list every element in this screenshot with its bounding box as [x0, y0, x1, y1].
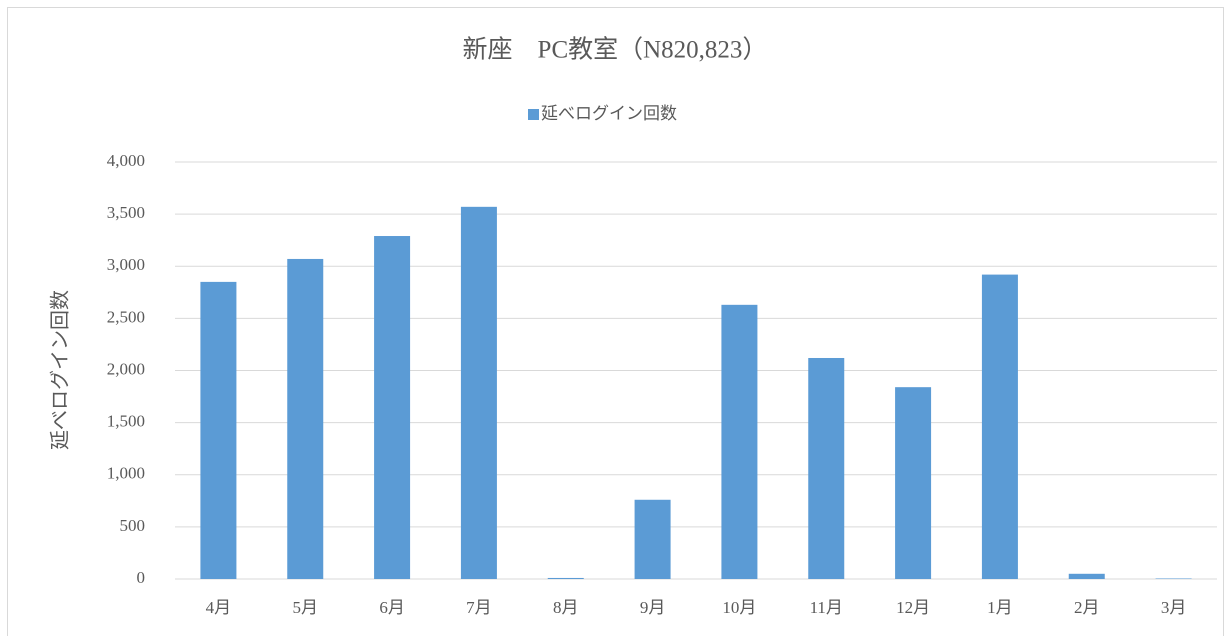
y-axis-label: 延べログイン回数 [49, 290, 72, 450]
y-tick-label: 1,500 [107, 412, 145, 431]
x-tick-label: 4月 [206, 598, 232, 617]
chart-title: 新座 PC教室（N820,823） [463, 36, 768, 64]
bar [460, 206, 497, 579]
x-tick-label: 3月 [1161, 598, 1187, 617]
x-tick-label: 8月 [553, 598, 579, 617]
y-tick-label: 1,000 [107, 464, 145, 483]
bar [547, 577, 584, 579]
y-tick-label: 0 [137, 568, 146, 587]
y-tick-label: 2,000 [107, 359, 145, 378]
y-tick-label: 3,500 [107, 203, 145, 222]
bar [1155, 578, 1192, 579]
x-tick-label: 12月 [896, 598, 930, 617]
bar [200, 281, 237, 579]
y-tick-label: 2,500 [107, 307, 145, 326]
x-tick-label: 6月 [379, 598, 405, 617]
chart-border [7, 7, 1224, 636]
bar [374, 236, 411, 579]
x-tick-label: 9月 [640, 598, 666, 617]
bar [808, 357, 845, 579]
bar [981, 274, 1018, 579]
bar [721, 304, 758, 579]
x-tick-label: 11月 [810, 598, 843, 617]
x-tick-label: 2月 [1074, 598, 1100, 617]
bar [287, 258, 324, 579]
legend-label: 延べログイン回数 [541, 104, 677, 123]
y-tick-label: 500 [120, 516, 146, 535]
x-tick-label: 7月 [466, 598, 492, 617]
x-tick-label: 1月 [987, 598, 1013, 617]
bar [634, 499, 671, 579]
legend-swatch [528, 109, 539, 120]
y-tick-label: 3,000 [107, 255, 145, 274]
x-tick-label: 10月 [722, 598, 756, 617]
x-tick-label: 5月 [293, 598, 319, 617]
bar [1068, 573, 1105, 579]
y-tick-label: 4,000 [107, 151, 145, 170]
bar [895, 387, 932, 579]
